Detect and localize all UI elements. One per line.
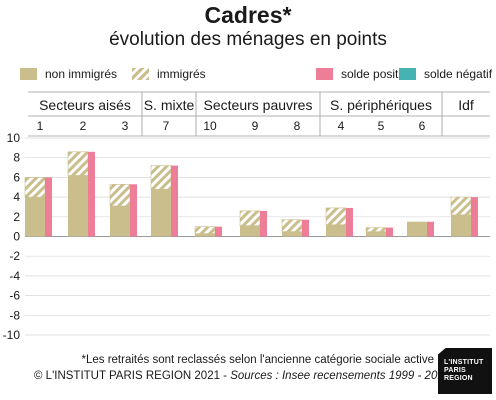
bar-non-immigres bbox=[451, 214, 471, 237]
bar-immigres bbox=[67, 151, 89, 176]
legend-label: non immigrés bbox=[45, 67, 118, 81]
sources-text: Sources : Insee recensements 1999 - 2017 bbox=[230, 370, 451, 382]
bar-solde-positif bbox=[215, 226, 222, 237]
legend-item-non-immigres: non immigrés bbox=[20, 66, 117, 82]
y-tick-label: -6 bbox=[9, 289, 20, 303]
category-label: 7 bbox=[163, 119, 170, 133]
y-tick-label: -2 bbox=[9, 249, 20, 263]
bar-solde-positif bbox=[427, 221, 434, 237]
category-label: 10 bbox=[203, 119, 217, 133]
bar-non-immigres bbox=[195, 233, 215, 237]
legend-label: immigrés bbox=[157, 67, 206, 81]
group-label: S. périphériques bbox=[330, 97, 432, 113]
bar-solde-positif bbox=[302, 219, 309, 237]
bar-immigres bbox=[150, 165, 172, 190]
bar-immigres bbox=[239, 210, 261, 226]
y-tick-label: 4 bbox=[13, 190, 20, 204]
chart-title: Cadres* bbox=[204, 2, 292, 28]
bar-non-immigres bbox=[110, 205, 130, 237]
bar-non-immigres bbox=[407, 221, 427, 237]
bar-immigres bbox=[281, 219, 303, 232]
bar-solde-positif bbox=[386, 227, 393, 237]
logo-line: L'INSTITUT bbox=[444, 359, 484, 366]
legend-swatch-solid bbox=[20, 68, 37, 80]
bar-non-immigres bbox=[25, 197, 45, 237]
bar-non-immigres bbox=[68, 175, 88, 237]
bar-immigres bbox=[325, 207, 347, 225]
bar-solde-positif bbox=[88, 151, 95, 237]
chart-subtitle: évolution des ménages en points bbox=[109, 29, 387, 50]
bar-immigres bbox=[450, 196, 472, 216]
legend-label: solde positif bbox=[341, 67, 405, 81]
legend-item-immigres: immigrés bbox=[132, 66, 206, 82]
bar-solde-positif bbox=[45, 177, 52, 237]
category-label: 2 bbox=[80, 119, 87, 133]
group-label: Secteurs aisés bbox=[39, 97, 131, 113]
y-tick-label: -10 bbox=[3, 328, 21, 342]
bar-solde-positif bbox=[471, 197, 478, 237]
category-label: 3 bbox=[122, 119, 129, 133]
legend-swatch-hatch bbox=[132, 68, 149, 80]
bar-immigres bbox=[194, 226, 216, 234]
category-label: 6 bbox=[419, 119, 426, 133]
y-tick-label: 8 bbox=[13, 151, 20, 165]
group-label: Secteurs pauvres bbox=[204, 97, 313, 113]
bar-immigres bbox=[365, 227, 387, 232]
bar-solde-positif bbox=[260, 210, 267, 237]
legend-item-solde-negatif: solde négatif bbox=[399, 66, 492, 82]
source-line: © L'INSTITUT PARIS REGION 2021 - Sources… bbox=[34, 370, 450, 382]
category-label: 8 bbox=[294, 119, 301, 133]
logo-line: PARIS bbox=[444, 367, 466, 374]
y-tick-label: 10 bbox=[7, 131, 21, 145]
bar-non-immigres bbox=[240, 225, 260, 237]
copyright-text: © L'INSTITUT PARIS REGION 2021 - bbox=[34, 370, 231, 382]
legend-item-solde-positif: solde positif bbox=[316, 66, 404, 82]
bar-non-immigres bbox=[151, 189, 171, 237]
y-tick-label: -4 bbox=[9, 269, 20, 283]
y-tick-label: 0 bbox=[13, 230, 20, 244]
group-label: S. mixte bbox=[144, 97, 195, 113]
bar-immigres bbox=[109, 183, 131, 207]
legend-swatch-positive bbox=[316, 68, 333, 80]
category-label: 4 bbox=[338, 119, 345, 133]
category-label: 5 bbox=[378, 119, 385, 133]
bar-non-immigres bbox=[326, 224, 346, 237]
bar-non-immigres bbox=[282, 231, 302, 237]
footnote: *Les retraités sont reclassés selon l'an… bbox=[81, 354, 435, 366]
bar-solde-positif bbox=[171, 165, 178, 237]
group-label: Idf bbox=[458, 97, 474, 113]
logo-line: REGION bbox=[444, 375, 473, 382]
legend-label: solde négatif bbox=[424, 67, 493, 81]
bar-solde-positif bbox=[346, 207, 353, 237]
category-label: 1 bbox=[37, 119, 44, 133]
y-tick-label: 2 bbox=[13, 210, 20, 224]
bar-solde-positif bbox=[130, 184, 137, 237]
y-tick-label: -8 bbox=[9, 308, 20, 322]
y-tick-label: 6 bbox=[13, 170, 20, 184]
legend-swatch-negative bbox=[399, 68, 416, 80]
institut-logo: L'INSTITUT PARIS REGION bbox=[438, 348, 492, 394]
bar-immigres bbox=[24, 177, 46, 198]
category-label: 9 bbox=[252, 119, 259, 133]
bar-non-immigres bbox=[366, 231, 386, 237]
